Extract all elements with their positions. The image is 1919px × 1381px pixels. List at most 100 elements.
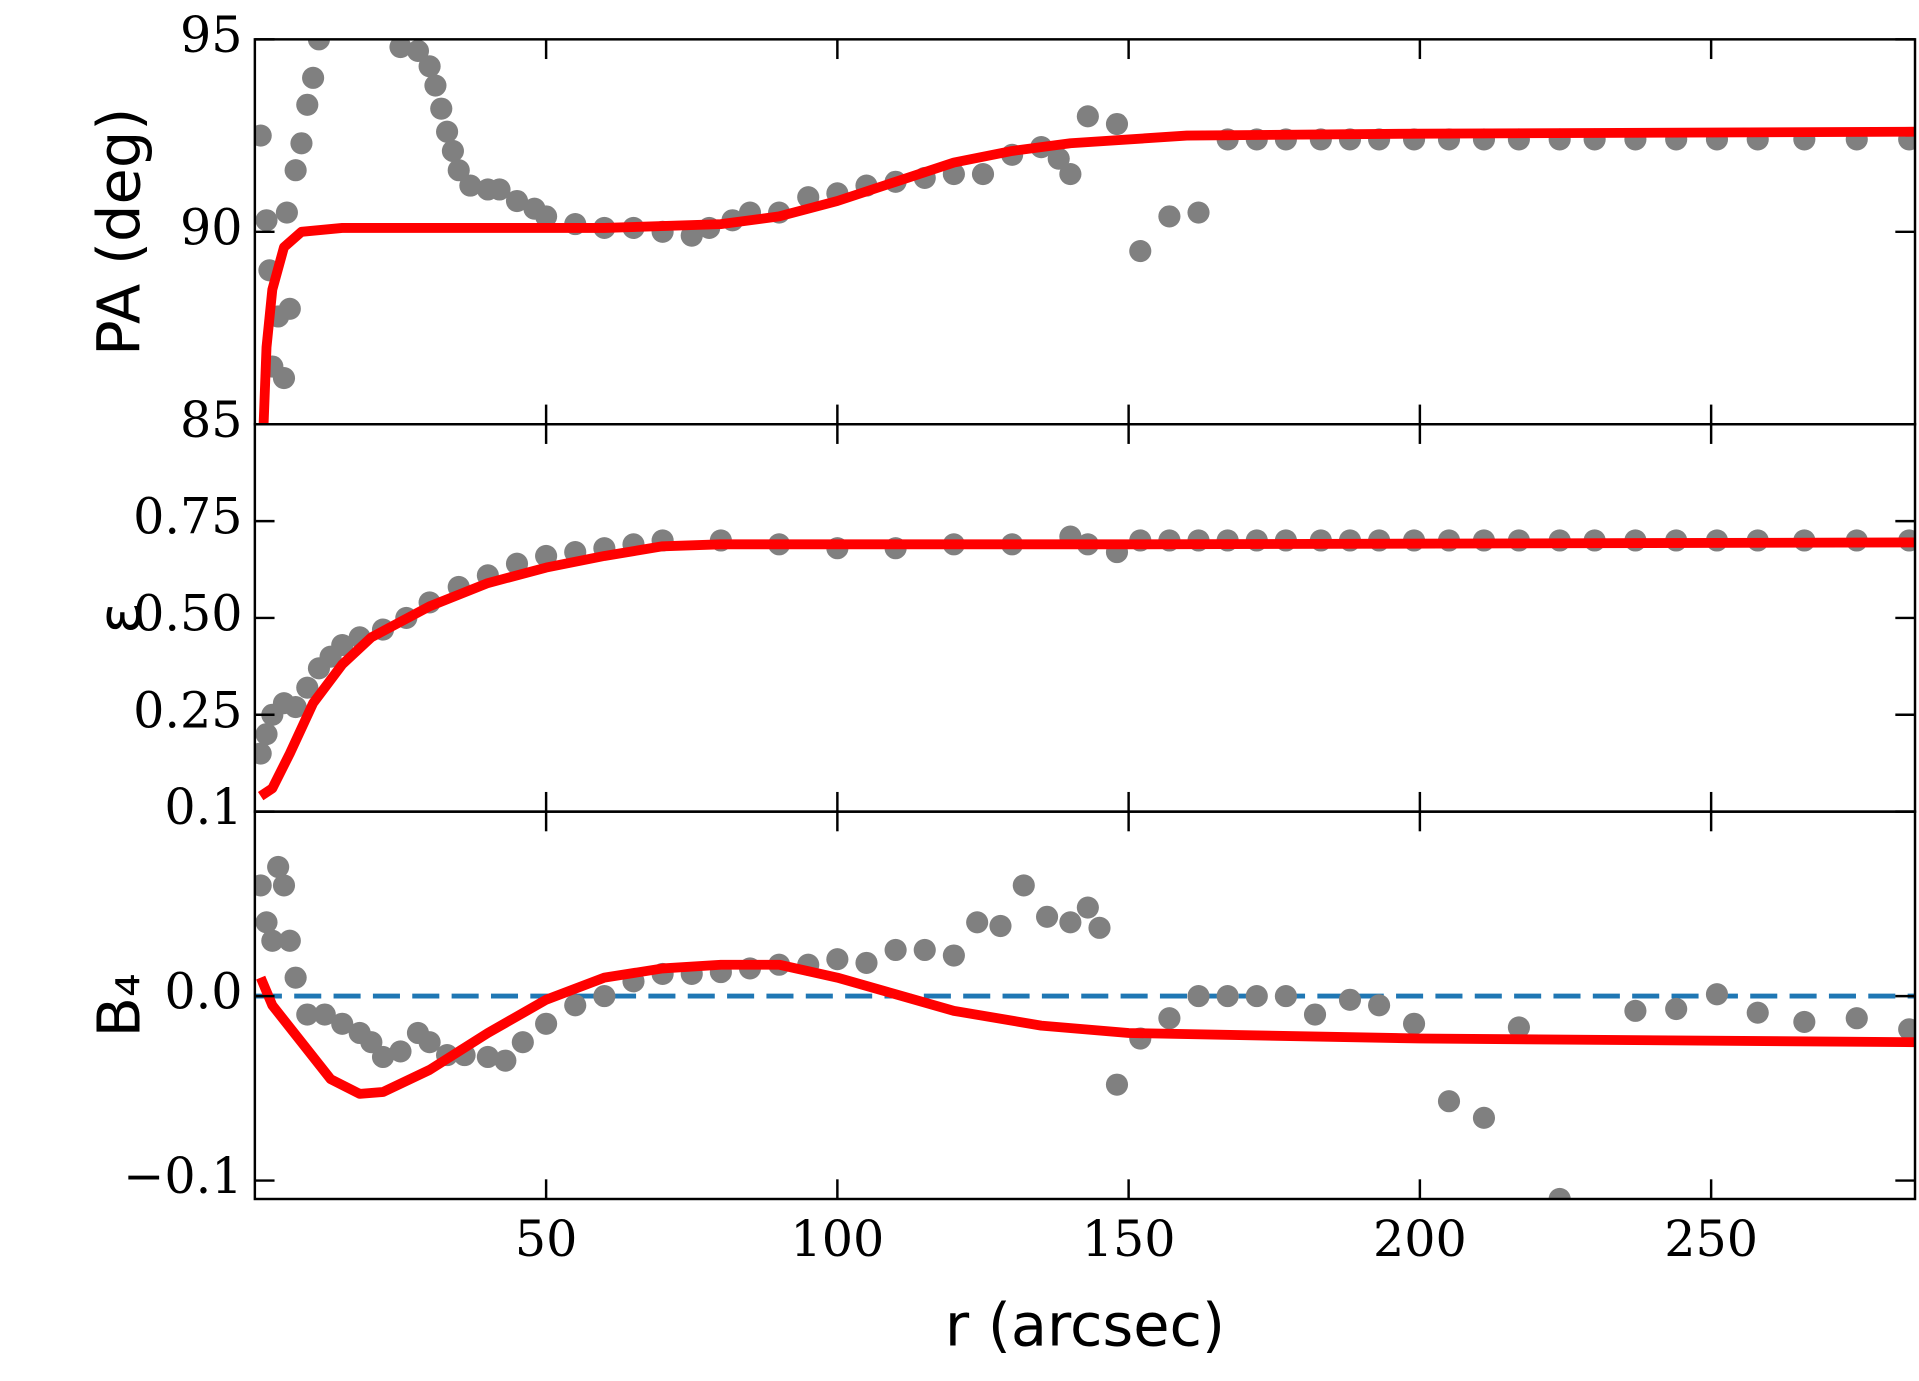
data-point xyxy=(989,914,1012,938)
data-point xyxy=(1793,1010,1816,1033)
y-axis-label: ε xyxy=(84,602,153,634)
data-point xyxy=(331,1012,354,1035)
data-point xyxy=(1665,997,1688,1021)
data-point xyxy=(1158,1007,1181,1030)
data-point xyxy=(307,39,330,51)
data-point xyxy=(1047,147,1070,170)
data-point xyxy=(284,966,307,989)
data-point xyxy=(1076,105,1099,128)
data-point xyxy=(884,938,907,962)
data-point xyxy=(511,1031,534,1054)
data-point xyxy=(313,1003,336,1026)
data-point xyxy=(971,163,995,186)
data-point xyxy=(1059,163,1082,186)
y-tick-label: 0.50 xyxy=(133,584,242,642)
data-point xyxy=(284,695,307,719)
axes-frame xyxy=(253,423,1917,813)
data-point xyxy=(254,124,272,147)
data-point xyxy=(436,120,459,143)
data-point xyxy=(296,1003,319,1026)
data-point xyxy=(418,55,441,78)
data-point xyxy=(1245,985,1268,1008)
data-point xyxy=(1088,916,1111,939)
data-point xyxy=(593,985,616,1008)
data-point xyxy=(1187,985,1210,1008)
data-point xyxy=(1746,1001,1769,1024)
y-axis-label: PA (deg) xyxy=(84,108,153,356)
data-point xyxy=(1845,1007,1868,1030)
x-tick-label: 200 xyxy=(1373,1210,1467,1268)
data-point xyxy=(1216,985,1239,1008)
data-point xyxy=(1105,1073,1129,1096)
data-point xyxy=(494,1049,517,1072)
y-tick-label: 0.0 xyxy=(164,963,242,1021)
data-point xyxy=(255,209,278,232)
data-point xyxy=(1036,905,1059,928)
data-point xyxy=(254,742,272,765)
data-point xyxy=(476,1045,499,1069)
data-point xyxy=(278,929,301,952)
data-point xyxy=(447,159,470,182)
y-tick-label: 0.1 xyxy=(164,778,242,836)
data-point xyxy=(267,855,290,879)
model-line xyxy=(256,959,1916,1099)
data-point xyxy=(1507,1016,1530,1039)
data-point xyxy=(1898,1018,1916,1041)
x-axis-label: r (arcsec) xyxy=(945,1290,1225,1359)
data-point xyxy=(331,633,354,657)
data-point xyxy=(1472,1106,1496,1129)
y-tick-label: −0.1 xyxy=(123,1147,242,1205)
data-point xyxy=(1624,999,1647,1022)
data-point xyxy=(1129,239,1152,263)
data-point xyxy=(535,205,558,228)
data-point xyxy=(913,938,936,962)
data-point xyxy=(855,951,878,974)
x-tick-label: 250 xyxy=(1664,1210,1758,1268)
data-point xyxy=(564,994,587,1017)
data-point xyxy=(371,1045,395,1069)
data-point xyxy=(459,174,482,197)
data-point xyxy=(1059,911,1082,934)
data-point xyxy=(1012,874,1035,897)
data-point xyxy=(1158,205,1181,228)
data-point xyxy=(1402,1012,1426,1035)
data-point xyxy=(278,297,301,320)
data-point xyxy=(1303,1003,1327,1026)
data-point xyxy=(406,39,430,62)
data-point xyxy=(302,66,325,89)
axes-frame xyxy=(253,810,1917,1201)
data-point xyxy=(1105,112,1129,136)
data-point xyxy=(535,1012,558,1035)
y-tick-label: 85 xyxy=(180,391,243,449)
data-point xyxy=(261,929,284,952)
data-point xyxy=(284,159,307,182)
x-tick-label: 50 xyxy=(515,1210,578,1268)
data-point xyxy=(272,874,296,897)
data-point xyxy=(1705,983,1729,1006)
y-tick-label: 0.75 xyxy=(133,488,242,546)
data-point xyxy=(1437,1090,1461,1113)
data-point xyxy=(441,139,464,163)
plot-area xyxy=(254,855,1916,1199)
x-tick-label: 150 xyxy=(1082,1210,1176,1268)
x-tick-label: 100 xyxy=(790,1210,884,1268)
model-line xyxy=(257,537,1916,801)
y-tick-label: 95 xyxy=(180,6,243,64)
data-point xyxy=(966,911,989,934)
y-axis-label: B₄ xyxy=(84,973,153,1037)
data-point xyxy=(296,676,319,699)
data-point xyxy=(389,1040,412,1063)
y-tick-label: 90 xyxy=(180,198,243,256)
data-point xyxy=(1274,985,1297,1008)
data-point xyxy=(488,178,511,201)
plot-area xyxy=(254,39,1916,425)
data-point xyxy=(1076,896,1099,919)
data-point xyxy=(418,1031,441,1054)
data-point xyxy=(1368,994,1391,1017)
data-point xyxy=(942,944,965,967)
data-point xyxy=(1548,1187,1571,1199)
data-point xyxy=(290,132,313,155)
data-point xyxy=(255,911,278,934)
data-point xyxy=(296,93,319,116)
